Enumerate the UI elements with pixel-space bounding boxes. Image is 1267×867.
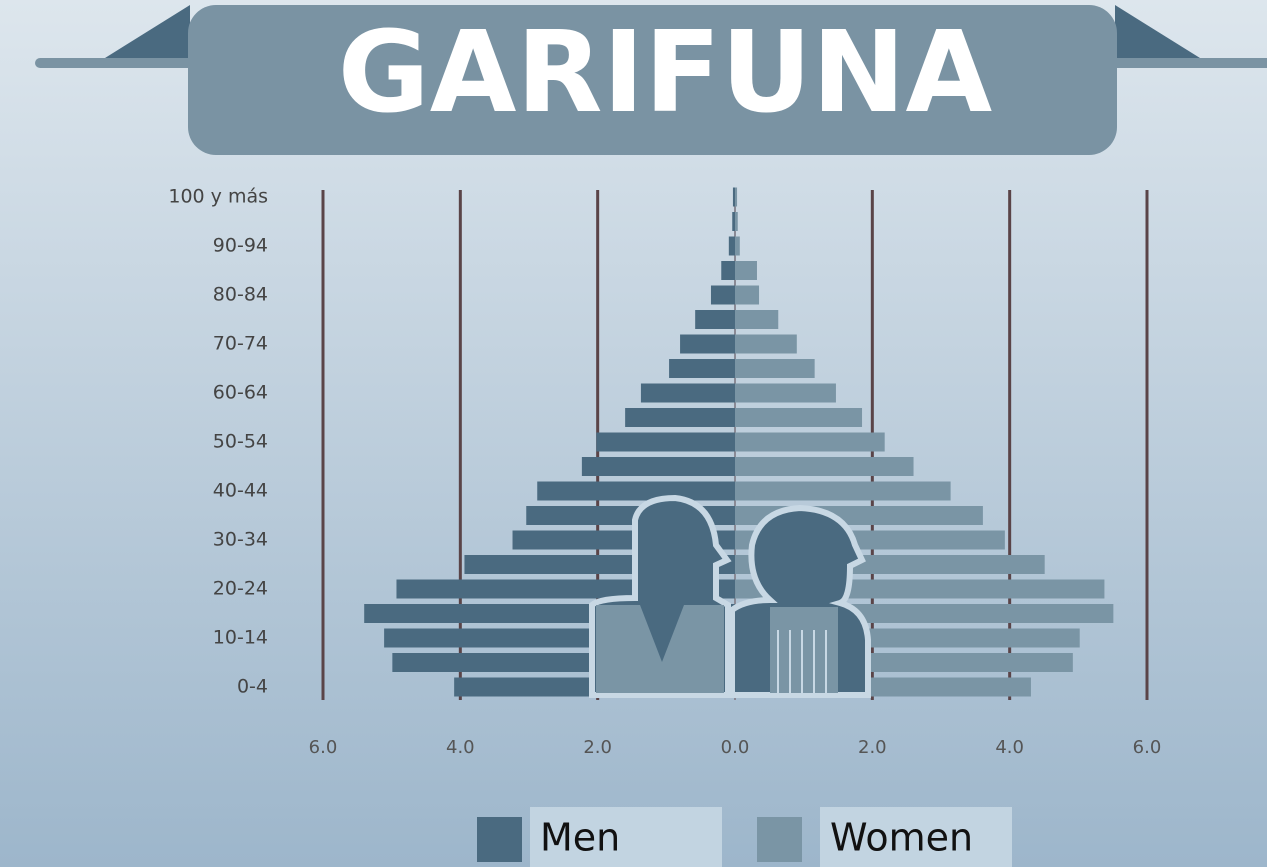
bar (735, 359, 815, 378)
y-tick-label: 0-4 (237, 676, 268, 698)
bar (669, 359, 735, 378)
legend-label: Women (830, 816, 973, 860)
bar (640, 383, 735, 403)
banner-fold (1115, 5, 1200, 58)
x-tick-label: 4.0 (995, 737, 1024, 758)
x-tick-label: 2.0 (583, 737, 612, 758)
y-tick-label: 10-14 (213, 627, 268, 649)
bar (721, 261, 735, 280)
bar (625, 408, 735, 427)
illustration (589, 494, 871, 698)
bar (735, 432, 885, 452)
bar (735, 383, 836, 403)
legend-swatch (477, 817, 522, 862)
y-tick-label: 100 y más (168, 186, 268, 208)
legend-swatch (757, 817, 802, 862)
bar (735, 310, 779, 329)
bar (735, 236, 740, 256)
y-tick-label: 40-44 (213, 480, 268, 502)
chart-title: GARIFUNA (338, 8, 993, 138)
y-tick-label: 90-94 (213, 235, 268, 257)
y-tick-label: 60-64 (213, 382, 268, 404)
bar (728, 236, 735, 256)
x-tick-label: 6.0 (1133, 737, 1162, 758)
y-tick-label: 50-54 (213, 431, 268, 453)
bar (680, 334, 735, 354)
bar (732, 187, 735, 207)
y-tick-label: 70-74 (213, 333, 268, 355)
x-tick-label: 2.0 (858, 737, 887, 758)
bar (596, 432, 735, 452)
bar (581, 457, 735, 476)
banner-fold (105, 5, 190, 58)
legend-label: Men (540, 816, 620, 860)
bar (735, 334, 797, 354)
bar (735, 481, 951, 501)
y-tick-label: 80-84 (213, 284, 268, 306)
x-tick-label: 4.0 (446, 737, 475, 758)
y-tick-label: 20-24 (213, 578, 268, 600)
bar (735, 408, 863, 427)
bar (735, 457, 914, 476)
banner (188, 5, 1117, 155)
bar (695, 310, 735, 329)
legend-box (820, 807, 1012, 867)
x-tick-label: 0.0 (721, 737, 750, 758)
x-tick-label: 6.0 (309, 737, 338, 758)
bar (735, 285, 760, 305)
bar (735, 187, 738, 207)
bar (732, 212, 735, 231)
bar (710, 285, 735, 305)
y-tick-label: 30-34 (213, 529, 268, 551)
bar (735, 261, 757, 280)
bar (735, 212, 738, 231)
legend-box (530, 807, 722, 867)
bar (537, 481, 735, 501)
